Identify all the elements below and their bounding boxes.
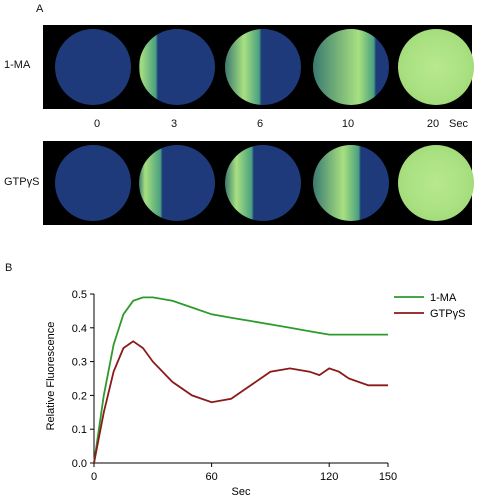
- y-tick-label: 0.0: [72, 458, 87, 470]
- legend-label: 1-MA: [430, 292, 457, 304]
- cell-image: [139, 29, 215, 105]
- time-unit-label: Sec: [449, 118, 468, 130]
- time-label-0: 0: [93, 118, 101, 130]
- cell-image-strip-1ma: [43, 25, 474, 109]
- y-tick-label: 0.1: [72, 424, 87, 436]
- series-line-1ma: [93, 296, 388, 464]
- legend-label: GTPγS: [430, 308, 465, 320]
- cell-image: [398, 29, 474, 105]
- panel-a-letter: A: [36, 3, 44, 15]
- y-tick-label: 0.5: [72, 289, 87, 301]
- chart-legend: 1-MA GTPγS: [394, 292, 465, 320]
- time-label-3: 3: [170, 118, 178, 130]
- cell-image: [313, 29, 389, 105]
- x-tick-label: 60: [205, 471, 217, 483]
- x-axis-label: Sec: [232, 486, 251, 498]
- cell-image: [225, 29, 301, 105]
- cell-image: [225, 145, 301, 221]
- fluorescence-line-chart: 0.0 0.1 0.2 0.3 0.4 0.5 0 60 120 150 1-MA GTPγS Se…: [45, 289, 465, 498]
- chart-series-lines: [93, 296, 388, 464]
- cell-image: [398, 145, 474, 221]
- x-tick-label: 150: [379, 471, 397, 483]
- cell-image-strip-gtpgs: [43, 141, 474, 225]
- cell-image: [139, 145, 215, 221]
- cell-image: [55, 29, 131, 105]
- x-tick-label: 120: [320, 471, 338, 483]
- series-line-gtps: [93, 340, 388, 464]
- cell-image: [55, 145, 131, 221]
- y-tick-label: 0.3: [72, 357, 87, 369]
- y-axis-label: Relative Fluorescence: [45, 322, 57, 431]
- time-label-10: 10: [341, 118, 355, 130]
- y-tick-label: 0.4: [72, 323, 87, 335]
- cell-image: [313, 145, 389, 221]
- chart-axes: 0.0 0.1 0.2 0.3 0.4 0.5 0 60 120 150: [72, 289, 397, 483]
- time-label-20: 20: [426, 118, 440, 130]
- x-tick-label: 0: [91, 471, 97, 483]
- panel-b-letter: B: [5, 262, 13, 274]
- time-label-6: 6: [256, 118, 264, 130]
- y-tick-label: 0.2: [72, 390, 87, 402]
- row-label-gtpgs: GTPγS: [4, 176, 40, 188]
- row-label-1ma: 1-MA: [4, 59, 31, 71]
